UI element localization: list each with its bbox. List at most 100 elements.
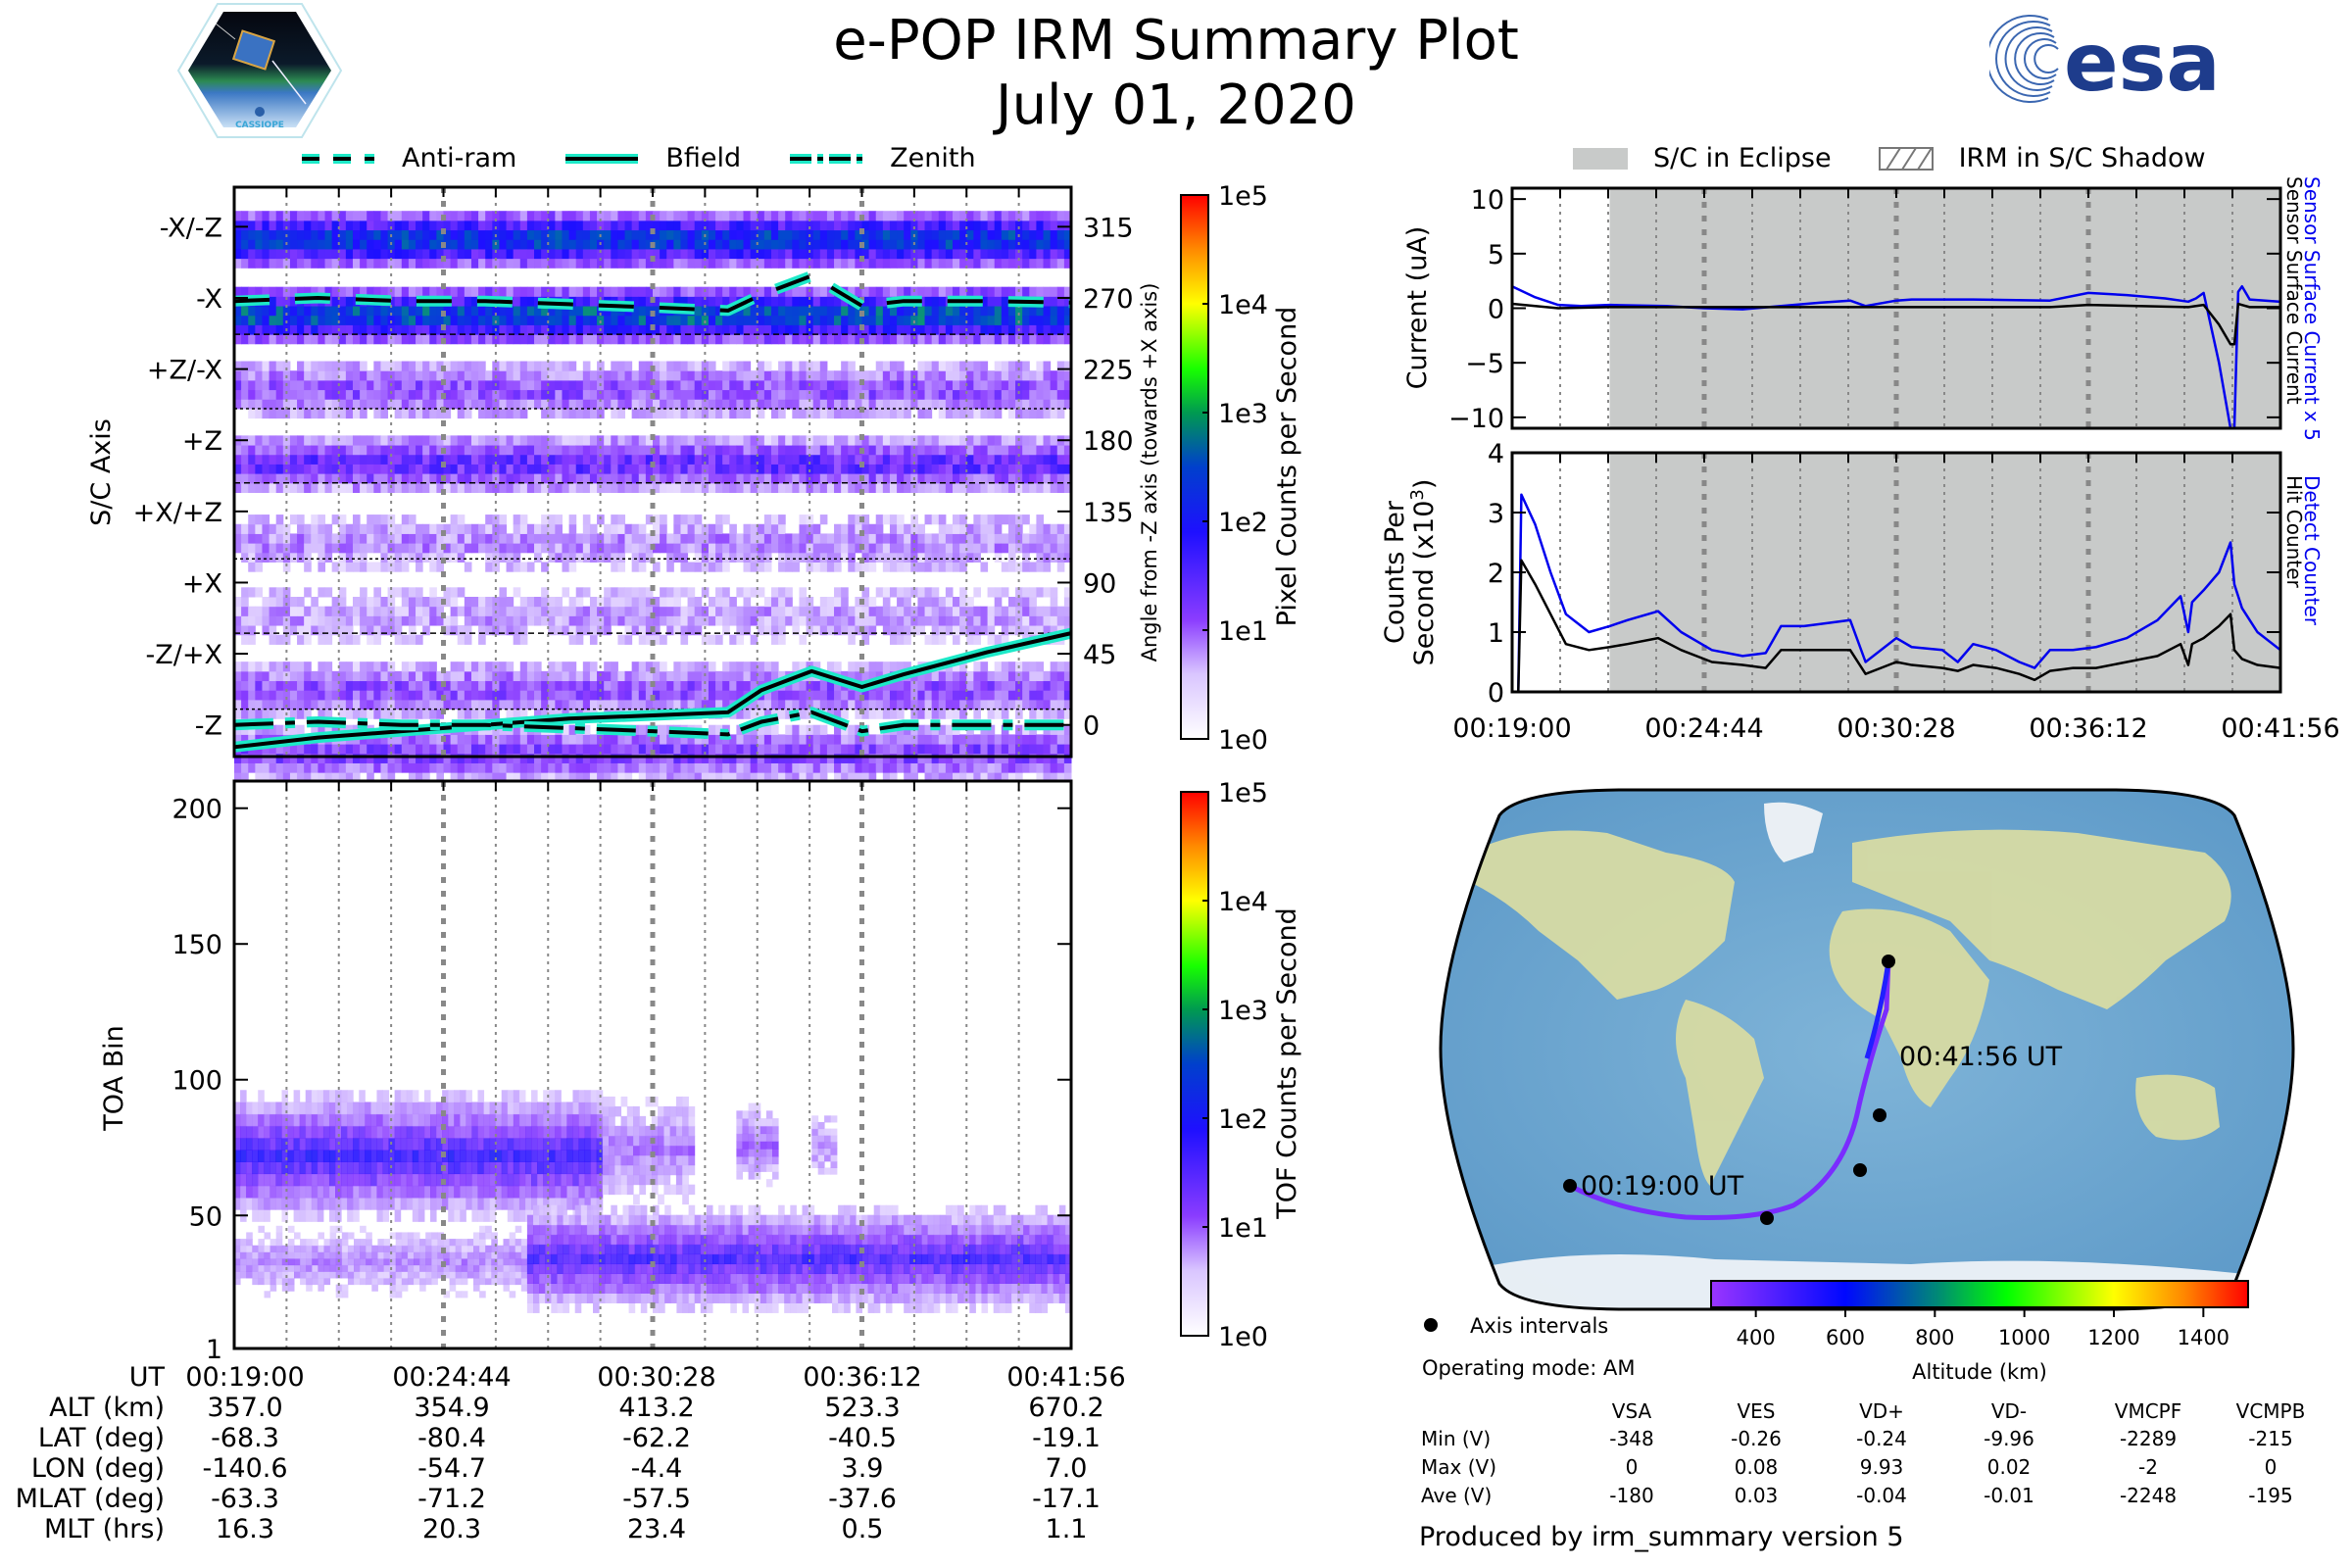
spectrogram-cell [763,473,772,484]
spectrogram-cell [966,220,974,231]
spectrogram-cell [855,379,862,391]
spectrogram-cell [924,587,933,598]
spectrogram-cell [1029,709,1037,719]
spectrogram-cell [499,523,508,534]
spectrogram-cell [499,334,508,345]
spectrogram-cell [806,389,814,400]
spectrogram-cell [541,744,549,755]
spectrogram-cell [959,315,967,325]
spectrogram-cell [653,690,661,701]
spectrogram-cell [834,239,842,250]
spectrogram-cell [401,482,410,493]
spectrogram-cell [959,596,967,608]
spectrogram-cell [380,389,389,400]
spectrogram-cell [868,445,877,456]
spectrogram-cell [806,625,814,636]
spectrogram-cell [1001,315,1009,325]
spectrogram-cell [575,625,584,636]
spectrogram-cell [638,324,647,335]
spectrogram-cell [994,370,1003,381]
spectrogram-cell [604,211,612,221]
spectrogram-cell [966,625,974,636]
spectrogram-cell [763,596,772,608]
spectrogram-cell [897,306,905,317]
spectrogram-cell [464,533,472,544]
spectrogram-cell [653,239,661,250]
spectrogram-cell [645,408,654,419]
spectrogram-cell [743,445,752,456]
spectrogram-cell [269,220,277,231]
spectrogram-cell [645,670,654,682]
spectrogram-cell [729,634,737,645]
spectrogram-cell [736,306,745,317]
spectrogram-cell [464,473,472,484]
spectrogram-cell [834,258,842,269]
spectrogram-cell [617,464,626,474]
spectrogram-cell [631,473,640,484]
spectrogram-cell [910,211,918,221]
spectrogram-cell [848,523,856,534]
spectrogram-cell [708,606,716,616]
spectrogram-cell [819,596,828,608]
spectrogram-cell [931,680,940,691]
spectrogram-cell [269,229,277,240]
spectrogram-cell [450,334,459,345]
spectrogram-cell [785,552,793,563]
spectrogram-cell [387,220,396,231]
spectrogram-cell [882,690,891,701]
spectrogram-cell [241,615,249,626]
spectrogram-cell [763,389,772,400]
spectrogram-cell [380,408,389,419]
spectrogram-cell [924,533,933,544]
spectrogram-cell [938,239,947,250]
spectrogram-cell [624,625,633,636]
spectrogram-cell [1056,370,1065,381]
spectrogram-cell [289,229,298,240]
spectrogram-cell [631,389,640,400]
spectrogram-cell [882,445,891,456]
spectrogram-cell [645,286,654,297]
spectrogram-cell [416,324,423,335]
spectrogram-cell [450,445,459,456]
spectrogram-cell [882,324,891,335]
spectrogram-cell [750,543,759,554]
spectrogram-cell [485,762,493,773]
spectrogram-cell [568,596,577,608]
spectrogram-cell [499,315,508,325]
spectrogram-cell [526,744,535,755]
spectrogram-cell [499,514,508,525]
spectrogram-cell [408,709,416,719]
spectrogram-cell [1050,543,1058,554]
spectrogram-cell [1015,596,1023,608]
spectrogram-cell [882,248,891,260]
spectrogram-cell [938,464,947,474]
spectrogram-cell [1056,229,1065,240]
spectrogram-cell [416,408,423,419]
spectrogram-cell [297,533,305,544]
spectrogram-cell [338,239,347,250]
spectrogram-cell [464,562,472,572]
spectrogram-cell [248,445,256,456]
spectrogram-cell [248,370,256,381]
spectrogram-cell [666,361,674,371]
spectrogram-cell [736,399,745,410]
spectrogram-cell [987,523,996,534]
spectrogram-cell [234,229,242,240]
spectrogram-cell [624,482,633,493]
spectrogram-cell [373,670,381,682]
spectrogram-cell [924,445,933,456]
spectrogram-cell [562,379,570,391]
spectrogram-cell [519,596,528,608]
spectrogram-cell [604,315,612,325]
spectrogram-cell [373,634,381,645]
spectrogram-cell [953,248,960,260]
spectrogram-cell [687,379,696,391]
spectrogram-cell [548,454,556,465]
spectrogram-cell [311,306,318,317]
spectrogram-cell [513,543,521,554]
spectrogram-cell [255,552,263,563]
spectrogram-cell [519,399,528,410]
legend-item-bfield: Bfield [564,143,741,173]
spectrogram-cell [736,552,745,563]
spectrogram-cell [394,211,403,221]
